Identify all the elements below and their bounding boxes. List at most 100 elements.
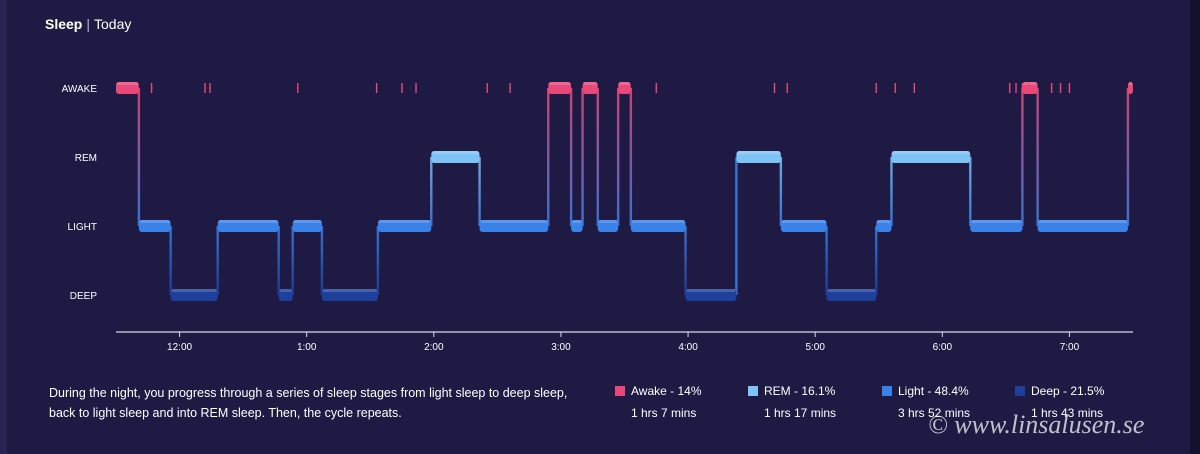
brief-awakening-tick <box>1068 83 1071 93</box>
brief-awakening-tick <box>1021 83 1024 93</box>
stage-bar-highlight <box>322 289 377 292</box>
stage-transition <box>169 226 172 295</box>
stage-transition <box>1021 88 1024 226</box>
brief-awakening-tick <box>401 83 403 93</box>
watermark: © www.linsalusen.se <box>928 410 1145 439</box>
stage-bar-rem <box>891 151 971 163</box>
stage-bar-light <box>597 220 619 232</box>
sleep-description: During the night, you progress through a… <box>49 386 568 420</box>
stage-transition <box>969 157 972 226</box>
legend-awake-duration: 1 hrs 7 mins <box>631 406 697 420</box>
stage-transition <box>1126 88 1130 226</box>
legend-deep-label: Deep - 21.5% <box>1031 384 1105 398</box>
stage-transition <box>735 157 738 295</box>
stage-bar-awake <box>548 82 572 94</box>
stage-transition <box>596 88 600 226</box>
stage-bar-awake <box>582 82 598 94</box>
stage-bar-deep <box>170 289 218 301</box>
stage-bar-highlight <box>171 289 217 292</box>
stage-bar-highlight <box>293 220 321 223</box>
stage-bar-highlight <box>631 220 685 223</box>
stage-transition <box>320 226 324 295</box>
stage-bar-light <box>479 220 549 232</box>
brief-awakening-tick <box>1028 83 1030 93</box>
brief-awakening-tick <box>773 83 776 93</box>
stage-bar-deep <box>685 289 737 301</box>
stage-bar-highlight <box>279 289 292 292</box>
stage-bar-highlight <box>218 220 278 223</box>
stage-bar-light <box>138 220 171 232</box>
stage-bar-awake <box>1022 82 1038 94</box>
stage-bar-awake <box>1127 82 1133 94</box>
stage-transition <box>875 226 878 295</box>
legend-awake-label: Awake - 14% <box>631 384 702 398</box>
brief-awakening-tick <box>204 83 206 93</box>
legend-deep-swatch <box>1015 386 1025 396</box>
stage-transition <box>137 88 141 226</box>
brief-awakening-tick <box>1015 83 1017 93</box>
card-header: Sleep | Today <box>45 16 131 32</box>
card-title: Sleep <box>45 16 83 32</box>
brief-awakening-tick <box>894 83 896 93</box>
legend-rem-swatch <box>748 386 758 396</box>
stage-bar-highlight <box>583 82 597 85</box>
stage-bar-highlight <box>971 220 1022 223</box>
stage-transition <box>376 226 380 295</box>
brief-awakening-tick <box>913 83 916 93</box>
stage-bar-light <box>1037 220 1128 232</box>
stage-transition <box>684 226 687 295</box>
stage-bar-highlight <box>117 82 138 85</box>
sleep-stage-chart: DEEP LIGHT REM AWAKE 12:00 1:00 2:00 3:00 4:00 5… <box>62 82 1133 353</box>
x-tick-label: 4:00 <box>678 342 698 353</box>
legend-rem-duration: 1 hrs 17 mins <box>764 406 837 420</box>
stage-transition <box>430 157 433 226</box>
stage-bar-highlight <box>572 220 582 223</box>
right-edge-strip <box>1190 0 1200 454</box>
stage-bar-light <box>876 220 892 232</box>
stage-bar-light <box>217 220 279 232</box>
x-tick-label: 3:00 <box>551 342 571 353</box>
brief-awakening-tick <box>486 83 488 93</box>
stage-bar-highlight <box>432 151 479 154</box>
stage-bar-light <box>630 220 686 232</box>
y-label-light: LIGHT <box>68 222 97 233</box>
stage-transition <box>890 157 893 226</box>
stage-transition <box>291 226 294 295</box>
brief-awakening-tick <box>297 83 299 93</box>
stage-bar-highlight <box>598 220 618 223</box>
brief-awakening-tick <box>655 83 657 93</box>
x-tick-label: 12:00 <box>167 342 192 353</box>
stage-bar-highlight <box>619 82 630 85</box>
left-edge-strip <box>0 0 7 454</box>
stage-bar-light <box>780 220 827 232</box>
brief-awakening-tick <box>786 83 788 93</box>
stage-bar-awake <box>116 82 139 94</box>
stage-bar-light <box>970 220 1023 232</box>
card-subtitle: Today <box>94 16 132 32</box>
stage-transition <box>779 157 783 226</box>
x-tick-label: 6:00 <box>933 342 953 353</box>
legend-light-swatch <box>882 386 892 396</box>
stage-transition <box>547 88 550 226</box>
brief-awakening-tick <box>1059 83 1062 93</box>
legend-awake-swatch <box>615 386 625 396</box>
stage-bar-highlight <box>1038 220 1127 223</box>
title-separator: | <box>86 16 90 32</box>
y-label-deep: DEEP <box>70 291 98 302</box>
stage-bar-highlight <box>781 220 826 223</box>
stage-transition <box>616 88 620 226</box>
stage-bar-highlight <box>686 289 736 292</box>
legend-light-label: Light - 48.4% <box>898 384 969 398</box>
stage-bar-light <box>292 220 322 232</box>
stage-bar-highlight <box>892 151 970 154</box>
brief-awakening-tick <box>150 83 153 93</box>
stage-bar-highlight <box>480 220 548 223</box>
stage-bar-rem <box>431 151 480 163</box>
legend-deep-duration: 1 hrs 43 mins <box>1031 406 1104 420</box>
stage-transition <box>216 226 219 295</box>
stage-bar-highlight <box>877 220 891 223</box>
stage-bar-highlight <box>1023 82 1037 85</box>
stage-transition <box>581 88 584 226</box>
stage-bar-highlight <box>549 82 571 85</box>
stage-bar-deep <box>321 289 378 301</box>
